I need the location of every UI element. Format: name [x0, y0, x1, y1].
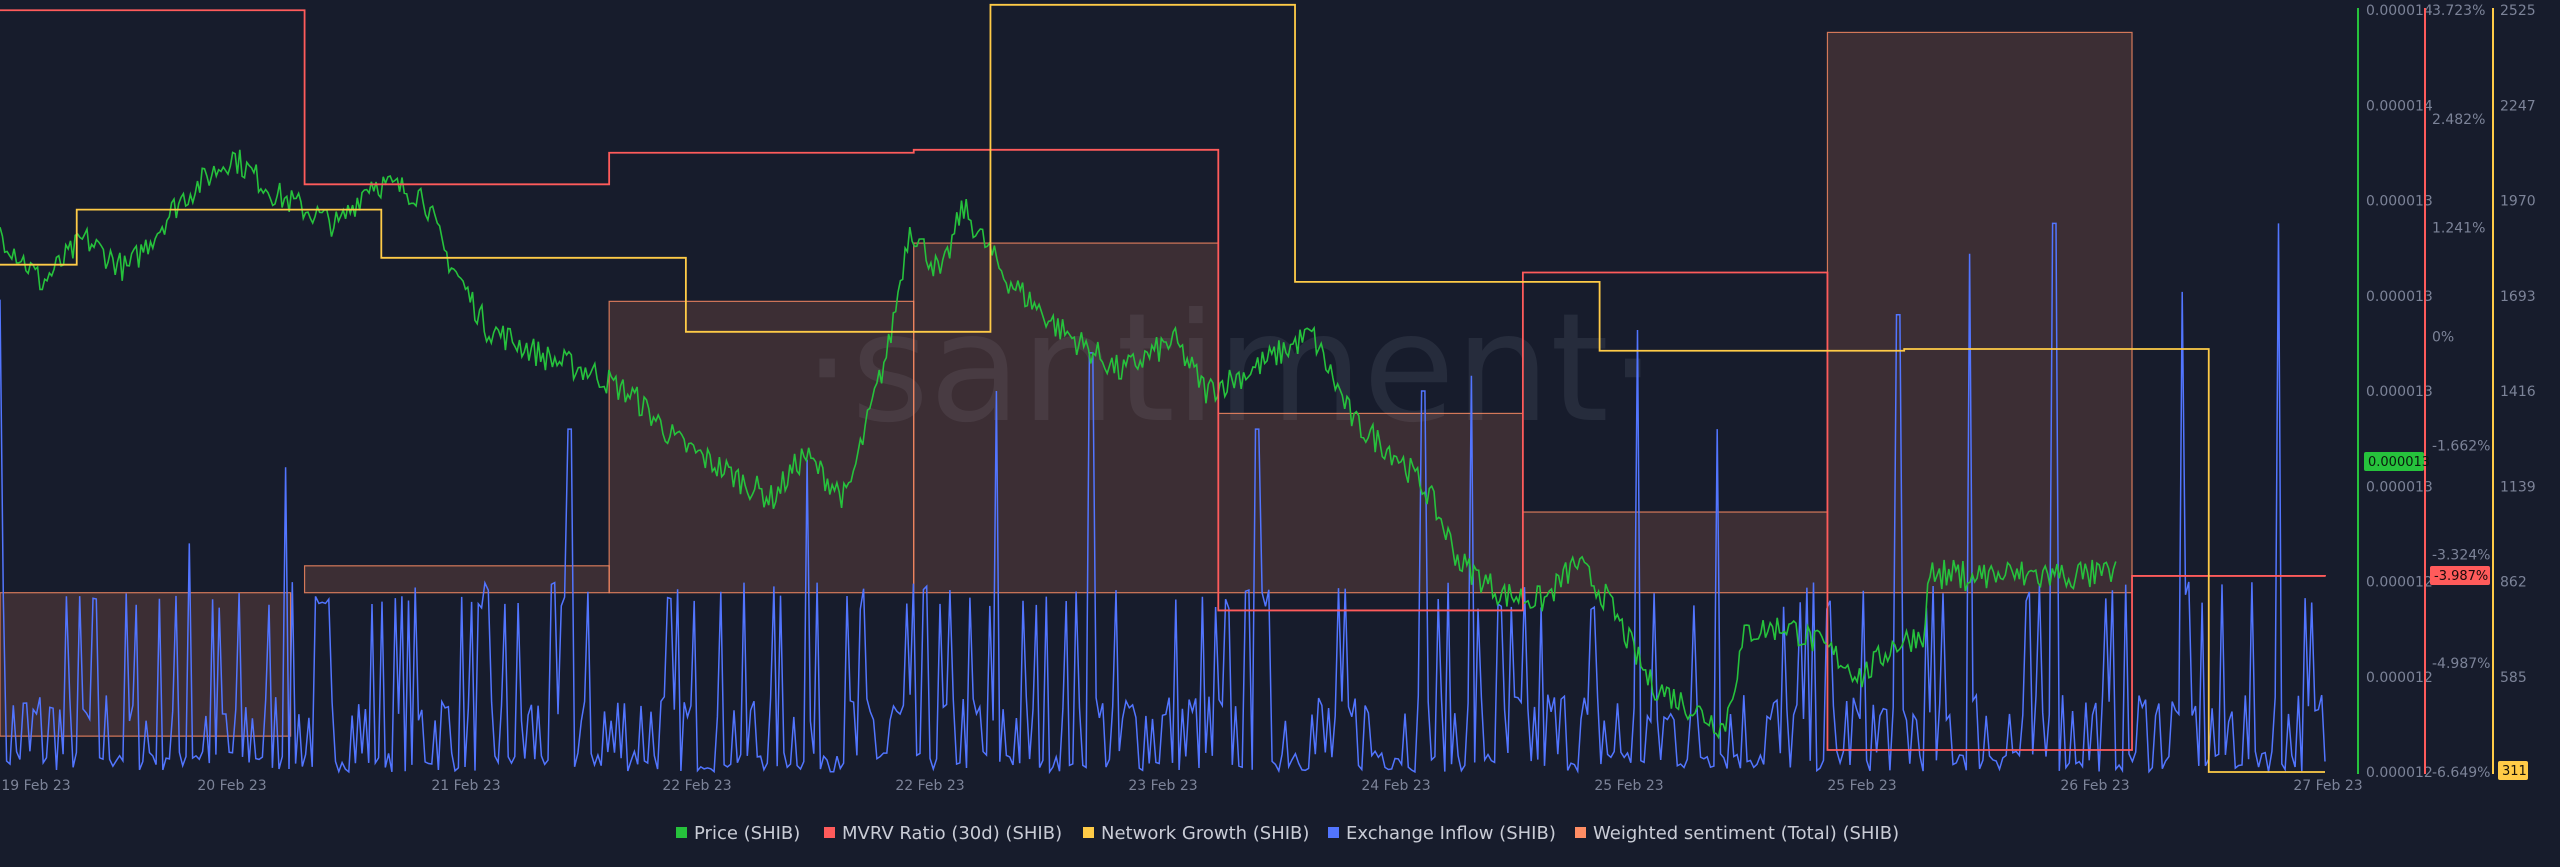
mvrv-axis-tick-3: 0% — [2432, 330, 2454, 346]
legend-swatch-inflow — [1328, 827, 1339, 838]
network-line — [0, 3, 2325, 773]
legend-label-inflow: Exchange Inflow (SHIB) — [1346, 823, 1556, 844]
legend-label-price: Price (SHIB) — [694, 823, 800, 844]
legend-swatch-sentiment — [1575, 827, 1586, 838]
network-axis-tick-6: 862 — [2500, 575, 2527, 591]
price-axis-tick-4: 0.000013 — [2366, 384, 2433, 400]
legend-swatch-price — [676, 827, 687, 838]
x-tick-10: 27 Feb 23 — [2293, 778, 2362, 794]
price-current-badge: 0.000013 — [2364, 452, 2430, 471]
price-axis-tick-5: 0.000013 — [2366, 479, 2433, 495]
mvrv-axis-tick-1: 2.482% — [2432, 112, 2485, 128]
sentiment-bar-1 — [303, 565, 610, 594]
sentiment-bar-6 — [1826, 31, 2133, 594]
price-axis-tick-8: 0.000012 — [2366, 765, 2433, 781]
price-axis-tick-1: 0.000014 — [2366, 98, 2433, 114]
sentiment-bar-4 — [1217, 412, 1524, 594]
mvrv-badge-bg — [2430, 566, 2490, 585]
mvrv-axis-tick-2: 1.241% — [2432, 221, 2485, 237]
network-axis-tick-4: 1416 — [2500, 384, 2536, 400]
network-axis-tick-1: 2247 — [2500, 98, 2536, 114]
mvrv-series-group — [0, 9, 2326, 751]
network-axis-tick-0: 2525 — [2500, 3, 2536, 19]
legend-swatch-mvrv — [824, 827, 835, 838]
network-badge-label: 311 — [2502, 764, 2527, 779]
mvrv-axis-tick-4: -1.662% — [2432, 438, 2490, 454]
network-current-badge: 311 — [2498, 761, 2528, 780]
sentiment-bars-group — [0, 31, 2133, 737]
axes-group: 0.000014 0.000014 0.000013 0.000013 0.000013… — [2357, 3, 2536, 781]
network-axis-tick-5: 1139 — [2500, 479, 2536, 495]
watermark: ·santiment· — [803, 282, 1656, 456]
legend-label-network: Network Growth (SHIB) — [1101, 823, 1309, 844]
x-tick-4: 22 Feb 23 — [895, 778, 964, 794]
mvrv-axis-tick-7: -6.649% — [2432, 765, 2490, 781]
network-axis-tick-2: 1970 — [2500, 194, 2536, 210]
price-series-group — [0, 149, 2117, 740]
mvrv-badge-label: -3.987% — [2434, 569, 2488, 584]
sentiment-bar-3 — [913, 242, 1219, 594]
x-tick-6: 24 Feb 23 — [1361, 778, 1430, 794]
legend-label-sentiment: Weighted sentiment (Total) (SHIB) — [1593, 823, 1899, 844]
x-tick-0: 19 Feb 23 — [1, 778, 70, 794]
x-tick-8: 25 Feb 23 — [1827, 778, 1896, 794]
sentiment-bar-0 — [0, 592, 292, 737]
network-axis-tick-3: 1693 — [2500, 289, 2536, 305]
price-axis-tick-7: 0.000012 — [2366, 670, 2433, 686]
price-badge-bg — [2364, 452, 2424, 471]
legend-label-mvrv: MVRV Ratio (30d) (SHIB) — [842, 823, 1062, 844]
network-axis-tick-7: 585 — [2500, 670, 2527, 686]
price-axis-tick-0: 0.000014 — [2366, 3, 2433, 19]
x-tick-3: 22 Feb 23 — [662, 778, 731, 794]
x-tick-2: 21 Feb 23 — [431, 778, 500, 794]
x-tick-5: 23 Feb 23 — [1128, 778, 1197, 794]
mvrv-current-badge: -3.987% — [2430, 566, 2490, 585]
x-axis-ticks: 19 Feb 23 20 Feb 23 21 Feb 23 22 Feb 23 22 F… — [1, 778, 2362, 794]
network-series-group — [0, 3, 2325, 773]
price-axis-tick-3: 0.000013 — [2366, 289, 2433, 305]
mvrv-axis-tick-5: -3.324% — [2432, 547, 2490, 563]
x-tick-9: 26 Feb 23 — [2060, 778, 2129, 794]
legend: Price (SHIB) MVRV Ratio (30d) (SHIB) Netwo… — [676, 823, 1899, 844]
price-line — [0, 149, 2117, 740]
price-badge-label: 0.000013 — [2368, 455, 2430, 470]
mvrv-line — [0, 9, 2326, 751]
network-badge-bg — [2498, 761, 2528, 780]
x-tick-1: 20 Feb 23 — [197, 778, 266, 794]
x-tick-7: 25 Feb 23 — [1594, 778, 1663, 794]
sentiment-bar-2 — [608, 300, 915, 594]
mvrv-axis-tick-6: -4.987% — [2432, 656, 2490, 672]
legend-swatch-network — [1083, 827, 1094, 838]
inflow-series-group — [0, 222, 2326, 775]
inflow-line — [0, 222, 2326, 775]
price-axis-tick-6: 0.000012 — [2366, 575, 2433, 591]
mvrv-axis-tick-0: 3.723% — [2432, 3, 2485, 19]
price-axis-tick-2: 0.000013 — [2366, 194, 2433, 210]
